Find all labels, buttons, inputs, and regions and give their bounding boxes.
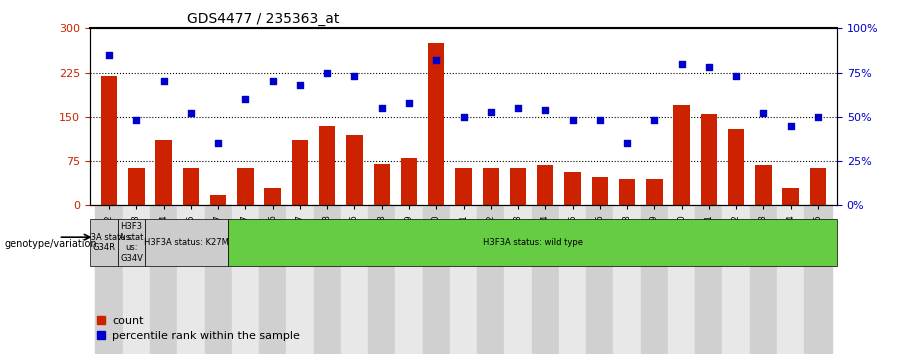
Bar: [395, 205, 423, 354]
Bar: [346, 135, 363, 205]
Bar: [450, 205, 477, 354]
Bar: [805, 205, 832, 354]
Bar: [156, 141, 172, 205]
Bar: [259, 205, 286, 354]
Bar: [341, 205, 368, 354]
Bar: [668, 205, 695, 354]
Bar: [619, 179, 635, 205]
Bar: [641, 205, 668, 354]
Bar: [755, 165, 771, 205]
Bar: [695, 205, 723, 354]
Point: [157, 79, 171, 84]
Point: [347, 73, 362, 79]
Bar: [319, 126, 336, 205]
Bar: [537, 165, 554, 205]
Point: [102, 52, 116, 58]
Point: [729, 73, 743, 79]
Point: [811, 114, 825, 120]
Bar: [586, 205, 614, 354]
Point: [456, 114, 471, 120]
Bar: [428, 43, 445, 205]
Bar: [559, 205, 586, 354]
Point: [565, 118, 580, 123]
Point: [401, 100, 416, 105]
Bar: [313, 205, 341, 354]
Bar: [477, 205, 504, 354]
Point: [538, 107, 553, 113]
Bar: [204, 205, 232, 354]
Point: [756, 110, 770, 116]
Point: [211, 141, 225, 146]
Bar: [232, 205, 259, 354]
Point: [702, 64, 716, 70]
Bar: [292, 141, 308, 205]
Bar: [591, 177, 608, 205]
Bar: [177, 205, 204, 354]
Text: GDS4477 / 235363_at: GDS4477 / 235363_at: [187, 12, 339, 26]
Bar: [646, 179, 662, 205]
Bar: [701, 114, 717, 205]
Bar: [238, 168, 254, 205]
Bar: [482, 168, 499, 205]
FancyBboxPatch shape: [229, 219, 837, 266]
Bar: [614, 205, 641, 354]
Text: H3F3A status: wild type: H3F3A status: wild type: [482, 238, 582, 247]
Text: H3F3
A stat
us:
G34V: H3F3 A stat us: G34V: [120, 222, 144, 263]
Point: [292, 82, 307, 88]
Text: H3F3A status: K27M: H3F3A status: K27M: [144, 238, 230, 247]
FancyBboxPatch shape: [90, 219, 118, 266]
Bar: [423, 205, 450, 354]
Point: [511, 105, 526, 111]
Bar: [183, 168, 199, 205]
Bar: [810, 168, 826, 205]
Bar: [564, 172, 580, 205]
Point: [129, 118, 143, 123]
Bar: [723, 205, 750, 354]
Point: [784, 123, 798, 129]
Bar: [210, 195, 226, 205]
Point: [266, 79, 280, 84]
Point: [674, 61, 688, 67]
Bar: [101, 75, 117, 205]
Point: [374, 105, 389, 111]
Bar: [532, 205, 559, 354]
Bar: [128, 168, 145, 205]
Point: [238, 96, 253, 102]
Bar: [374, 164, 390, 205]
Point: [620, 141, 634, 146]
Point: [429, 57, 444, 63]
Bar: [673, 105, 689, 205]
Bar: [265, 188, 281, 205]
Bar: [728, 129, 744, 205]
Point: [592, 118, 607, 123]
Bar: [400, 158, 418, 205]
Bar: [122, 205, 150, 354]
Bar: [777, 205, 805, 354]
Bar: [750, 205, 777, 354]
FancyBboxPatch shape: [145, 219, 229, 266]
Point: [647, 118, 662, 123]
Point: [483, 109, 498, 114]
Bar: [782, 188, 799, 205]
Text: H3F3A status:
G34R: H3F3A status: G34R: [75, 233, 133, 252]
Bar: [150, 205, 177, 354]
Bar: [368, 205, 395, 354]
Bar: [509, 168, 526, 205]
Text: genotype/variation: genotype/variation: [4, 239, 97, 249]
Bar: [95, 205, 122, 354]
Bar: [455, 168, 472, 205]
Point: [320, 70, 335, 75]
FancyBboxPatch shape: [118, 219, 145, 266]
Point: [184, 110, 198, 116]
Bar: [286, 205, 313, 354]
Legend: count, percentile rank within the sample: count, percentile rank within the sample: [95, 316, 300, 341]
Bar: [504, 205, 532, 354]
